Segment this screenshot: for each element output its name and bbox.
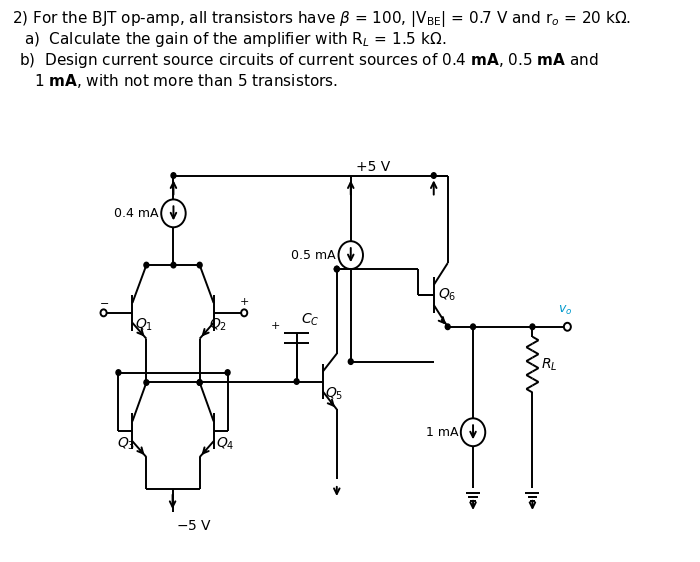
Circle shape	[470, 324, 475, 329]
Text: $+$: $+$	[270, 320, 280, 331]
Circle shape	[197, 380, 202, 386]
Text: $-5$ V: $-5$ V	[176, 519, 212, 533]
Text: 0.4 mA: 0.4 mA	[114, 207, 159, 220]
Circle shape	[197, 262, 202, 268]
Text: $Q_5$: $Q_5$	[326, 386, 344, 402]
Text: $R_L$: $R_L$	[541, 356, 558, 373]
Circle shape	[171, 173, 176, 178]
Text: 2) For the BJT op-amp, all transistors have $\beta$ = 100, |V$_{\mathregular{BE}: 2) For the BJT op-amp, all transistors h…	[12, 10, 631, 29]
Circle shape	[431, 173, 436, 178]
Circle shape	[197, 380, 202, 386]
Text: 1 $\mathbf{mA}$, with not more than 5 transistors.: 1 $\mathbf{mA}$, with not more than 5 tr…	[34, 72, 337, 90]
Text: 0.5 mA: 0.5 mA	[291, 248, 336, 262]
Text: $v_o$: $v_o$	[559, 303, 573, 317]
Circle shape	[116, 370, 121, 375]
Circle shape	[171, 262, 176, 268]
Circle shape	[349, 359, 354, 364]
Text: $Q_1$: $Q_1$	[135, 317, 153, 333]
Text: $+$: $+$	[239, 296, 249, 307]
Text: $Q_3$: $Q_3$	[117, 435, 135, 452]
Text: $C_C$: $C_C$	[301, 311, 319, 328]
Text: +5 V: +5 V	[356, 160, 391, 174]
Text: $Q_4$: $Q_4$	[216, 435, 235, 452]
Text: $Q_2$: $Q_2$	[209, 317, 228, 333]
Circle shape	[530, 324, 535, 329]
Circle shape	[335, 266, 339, 272]
Text: 1 mA: 1 mA	[426, 426, 458, 439]
Text: b)  Design current source circuits of current sources of 0.4 $\mathbf{mA}$, 0.5 : b) Design current source circuits of cur…	[19, 51, 598, 70]
Text: $-$: $-$	[99, 297, 108, 307]
Circle shape	[294, 379, 299, 384]
Text: $Q_6$: $Q_6$	[438, 287, 456, 303]
Circle shape	[144, 380, 149, 386]
Text: a)  Calculate the gain of the amplifier with R$_L$ = 1.5 k$\Omega$.: a) Calculate the gain of the amplifier w…	[24, 30, 447, 49]
Circle shape	[445, 324, 450, 329]
Circle shape	[225, 370, 230, 375]
Circle shape	[144, 262, 149, 268]
Circle shape	[335, 266, 339, 272]
